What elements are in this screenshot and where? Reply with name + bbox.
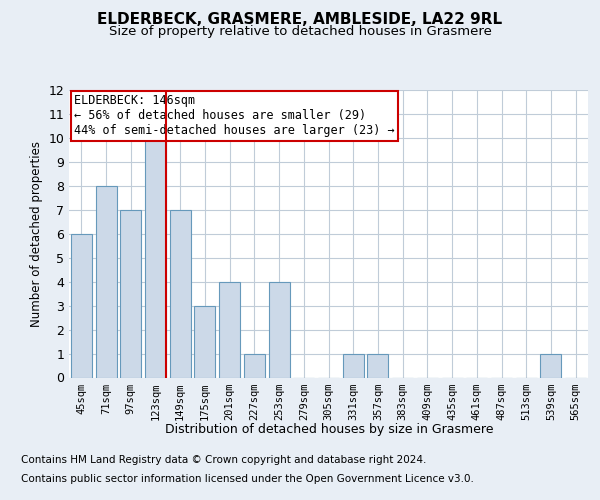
Text: Distribution of detached houses by size in Grasmere: Distribution of detached houses by size … <box>164 422 493 436</box>
Text: Size of property relative to detached houses in Grasmere: Size of property relative to detached ho… <box>109 25 491 38</box>
Bar <box>269 282 290 378</box>
Bar <box>219 282 240 378</box>
Text: ELDERBECK: 146sqm
← 56% of detached houses are smaller (29)
44% of semi-detached: ELDERBECK: 146sqm ← 56% of detached hous… <box>74 94 395 138</box>
Bar <box>120 210 141 378</box>
Bar <box>244 354 265 378</box>
Bar <box>367 354 388 378</box>
Bar <box>194 306 215 378</box>
Bar <box>71 234 92 378</box>
Y-axis label: Number of detached properties: Number of detached properties <box>30 141 43 327</box>
Bar <box>541 354 562 378</box>
Text: Contains public sector information licensed under the Open Government Licence v3: Contains public sector information licen… <box>21 474 474 484</box>
Bar <box>95 186 116 378</box>
Bar <box>343 354 364 378</box>
Bar <box>170 210 191 378</box>
Bar <box>145 138 166 378</box>
Text: Contains HM Land Registry data © Crown copyright and database right 2024.: Contains HM Land Registry data © Crown c… <box>21 455 427 465</box>
Text: ELDERBECK, GRASMERE, AMBLESIDE, LA22 9RL: ELDERBECK, GRASMERE, AMBLESIDE, LA22 9RL <box>97 12 503 28</box>
